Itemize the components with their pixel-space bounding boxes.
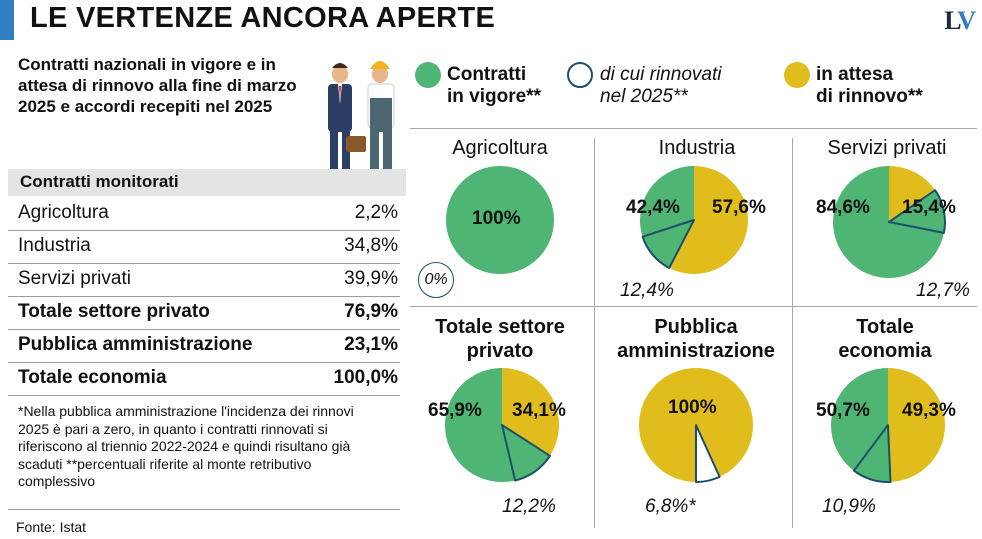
pct-agricoltura-rinnovati: 0% xyxy=(418,262,454,298)
pct-servizi-in-vigore: 84,6% xyxy=(816,197,870,218)
row-value: 2,2% xyxy=(354,202,398,223)
grid-line-top xyxy=(410,128,977,129)
row-label: Pubblica amministrazione xyxy=(18,334,253,355)
row-value: 34,8% xyxy=(344,235,398,256)
slice-in-attesa xyxy=(888,368,945,482)
row-label: Totale economia xyxy=(18,367,167,388)
legend-in-vigore-line2: in vigore** xyxy=(447,86,541,107)
panel-title-totale-settore-privato: Totale settore privato xyxy=(435,316,565,362)
pct-pa-rinnovati: 6,8%* xyxy=(645,496,696,517)
legend-in-attesa: in attesa di rinnovo** xyxy=(816,64,923,108)
row-value: 100,0% xyxy=(333,367,398,388)
pct-privato-rinnovati: 12,2% xyxy=(502,496,556,517)
panel-title-industria: Industria xyxy=(658,137,736,159)
pct-industria-in-vigore: 42,4% xyxy=(626,197,680,218)
legend-green-dot xyxy=(415,62,441,88)
pct-industria-in-attesa: 57,6% xyxy=(712,197,766,218)
pie-pubblica-amministrazione xyxy=(639,368,753,483)
pct-servizi-rinnovati: 12,7% xyxy=(916,280,970,301)
pct-economia-rinnovati: 10,9% xyxy=(822,496,876,517)
table-header-label: Contratti monitorati xyxy=(20,172,179,191)
header-accent-bar xyxy=(0,0,14,40)
pct-privato-in-vigore: 65,9% xyxy=(428,400,482,421)
slice-rinnovati xyxy=(641,219,695,269)
table-row-totale-settore-privato: Totale settore privato 76,9% xyxy=(8,297,400,330)
workers-illustration xyxy=(328,61,395,183)
legend-rinnovati-line2: nel 2025** xyxy=(600,86,688,107)
pct-agricoltura-in-vigore: 100% xyxy=(472,208,521,229)
pct-economia-in-attesa: 49,3% xyxy=(902,400,956,421)
legend-in-attesa-line1: in attesa xyxy=(816,64,894,85)
pct-privato-in-attesa: 34,1% xyxy=(512,400,566,421)
slice-rinnovati xyxy=(501,424,551,482)
row-label: Totale settore privato xyxy=(18,301,210,322)
panel-title-agricoltura: Agricoltura xyxy=(452,137,548,159)
logo-letter-l: L xyxy=(944,6,959,35)
table-row-pubblica-amministrazione: Pubblica amministrazione 23,1% xyxy=(8,330,400,363)
publisher-logo: LV xyxy=(944,6,976,36)
slice-rinnovati xyxy=(888,189,946,234)
legend-yellow-dot xyxy=(784,62,810,88)
page-title: LE VERTENZE ANCORA APERTE xyxy=(30,2,496,34)
pie-totale-economia xyxy=(830,368,945,483)
pie-totale-settore-privato xyxy=(445,368,559,482)
panel-title-servizi-privati: Servizi privati xyxy=(827,137,947,159)
table-row-servizi-privati: Servizi privati 39,9% xyxy=(8,264,400,297)
legend-in-vigore: Contratti in vigore** xyxy=(447,64,541,108)
table-header: Contratti monitorati xyxy=(8,169,406,196)
table-row-agricoltura: Agricoltura 2,2% xyxy=(8,198,400,231)
slice-rinnovati xyxy=(852,424,892,483)
grid-line-right xyxy=(792,138,793,528)
row-value: 23,1% xyxy=(344,334,398,355)
legend-in-vigore-line1: Contratti xyxy=(447,64,527,85)
legend-rinnovati: di cui rinnovati nel 2025** xyxy=(600,64,721,108)
table-row-industria: Industria 34,8% xyxy=(8,231,400,264)
footnote: *Nella pubblica amministrazione l'incide… xyxy=(18,403,354,489)
legend-outline-dot xyxy=(567,62,593,88)
chart-subtitle: Contratti nazionali in vigore e in attes… xyxy=(18,55,297,116)
panel-title-pubblica-amministrazione: Pubblica amministrazione xyxy=(617,316,775,362)
row-value: 76,9% xyxy=(344,301,398,322)
pct-servizi-in-attesa: 15,4% xyxy=(902,197,956,218)
pct-pa-in-attesa: 100% xyxy=(668,397,717,418)
row-label: Agricoltura xyxy=(18,202,109,223)
pie-industria xyxy=(640,166,748,274)
row-value: 39,9% xyxy=(344,268,398,289)
source-note: Fonte: Istat xyxy=(16,519,87,535)
pie-agricoltura xyxy=(446,166,554,274)
slice-in-attesa xyxy=(669,166,748,274)
divider xyxy=(8,509,400,510)
row-label: Servizi privati xyxy=(18,268,131,289)
pie-servizi-privati xyxy=(833,166,946,278)
row-label: Industria xyxy=(18,235,91,256)
panel-title-totale-economia: Totale economia xyxy=(838,316,932,362)
slice-in-attesa xyxy=(889,166,936,222)
pct-economia-in-vigore: 50,7% xyxy=(816,400,870,421)
logo-letter-v: V xyxy=(957,6,976,35)
slice-rinnovati xyxy=(695,424,721,483)
grid-line-left xyxy=(594,138,595,528)
legend-rinnovati-line1: di cui rinnovati xyxy=(600,64,722,85)
pct-industria-rinnovati: 12,4% xyxy=(620,280,674,301)
slice-in-vigore xyxy=(446,166,554,274)
table-row-totale-economia: Totale economia 100,0% xyxy=(8,363,400,396)
legend-in-attesa-line2: di rinnovo** xyxy=(816,86,923,107)
grid-line-middle xyxy=(410,306,977,307)
